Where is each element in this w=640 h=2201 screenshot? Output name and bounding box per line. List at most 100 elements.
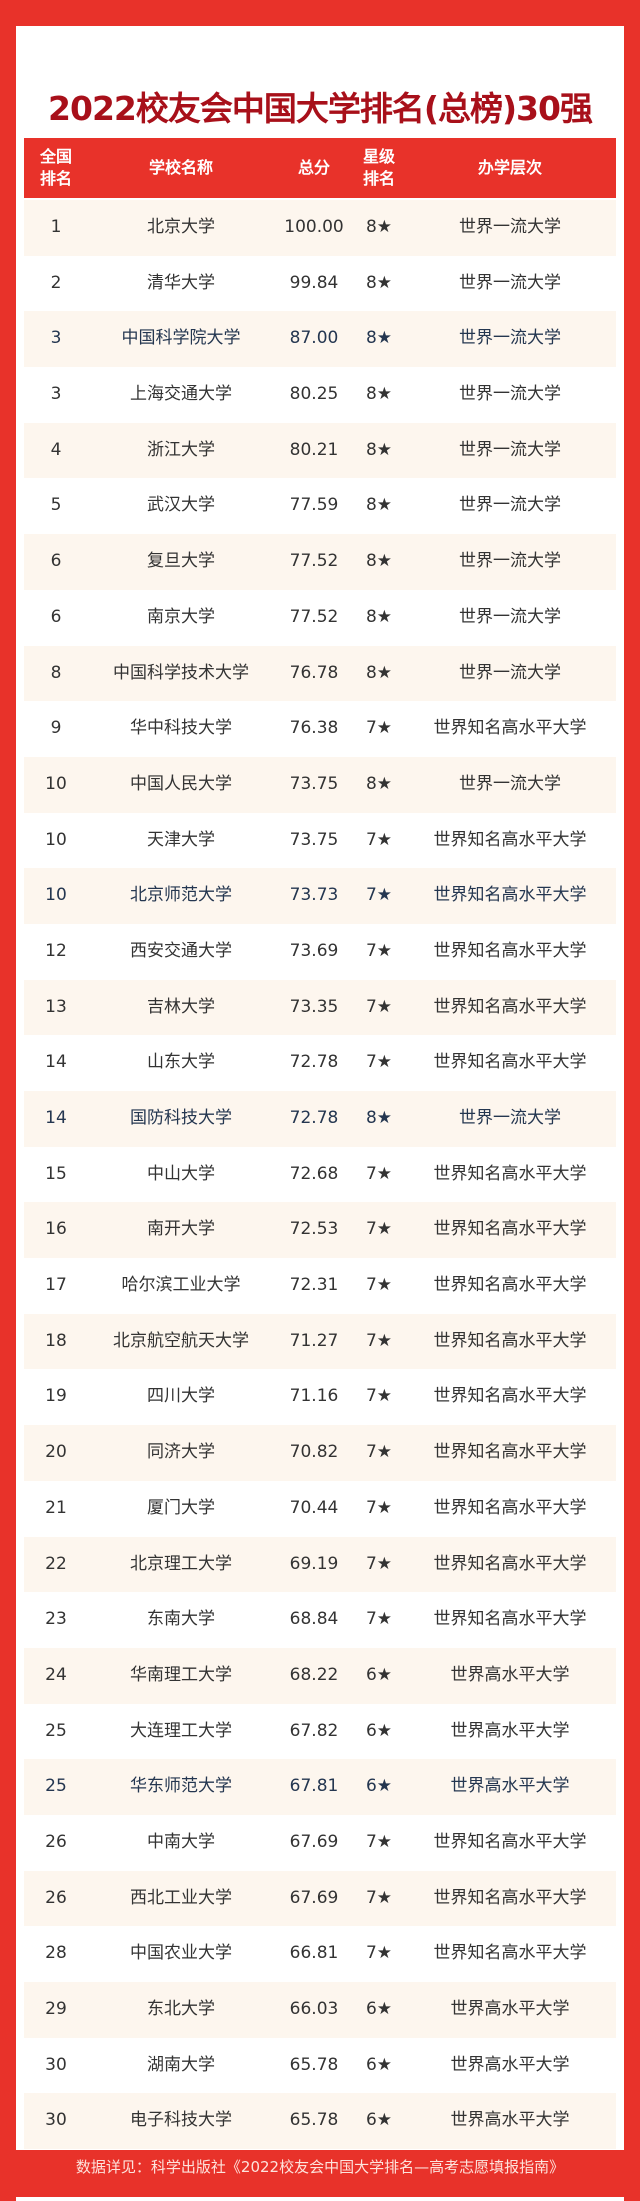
source-note: 数据详见：科学出版社《2022校友会中国大学排名—高考志愿填报指南》 bbox=[75, 2158, 565, 2176]
table-header: 全国 排名 学校名称 总分 星级 排名 办学层次 bbox=[24, 138, 616, 198]
table-row: 19 四川大学 71.16 7★ 世界知名高水平大学 bbox=[24, 1369, 616, 1425]
cell-star: 8★ bbox=[365, 773, 393, 794]
cell-rank: 6 bbox=[50, 551, 62, 572]
cell-rank: 12 bbox=[45, 940, 67, 961]
table-row: 17 哈尔滨工业大学 72.31 7★ 世界知名高水平大学 bbox=[24, 1258, 616, 1314]
cell-score: 65.78 bbox=[289, 2110, 339, 2131]
cell-star: 7★ bbox=[365, 1330, 393, 1351]
table-row: 8 中国科学技术大学 76.78 8★ 世界一流大学 bbox=[24, 645, 616, 702]
cell-score: 87.00 bbox=[289, 328, 339, 349]
cell-rank: 24 bbox=[45, 1664, 67, 1685]
cell-score: 72.78 bbox=[289, 1052, 339, 1073]
cell-star: 7★ bbox=[365, 1275, 393, 1296]
cell-score: 70.44 bbox=[289, 1497, 339, 1518]
table-row: 30 电子科技大学 65.78 6★ 世界高水平大学 bbox=[24, 2093, 616, 2150]
cell-level: 世界知名高水平大学 bbox=[433, 1275, 587, 1296]
cell-name: 电子科技大学 bbox=[130, 2110, 232, 2131]
cell-name: 中山大学 bbox=[147, 1163, 215, 1184]
cell-star: 6★ bbox=[365, 1776, 393, 1797]
cell-star: 8★ bbox=[365, 1108, 393, 1128]
table-row: 6 南京大学 77.52 8★ 世界一流大学 bbox=[24, 590, 616, 646]
cell-star: 7★ bbox=[365, 1052, 393, 1073]
table-row: 15 中山大学 72.68 7★ 世界知名高水平大学 bbox=[24, 1147, 616, 1203]
cell-score: 67.82 bbox=[289, 1720, 339, 1741]
cell-level: 世界知名高水平大学 bbox=[433, 1386, 587, 1407]
cell-star: 6★ bbox=[365, 1720, 393, 1741]
cell-level: 世界知名高水平大学 bbox=[433, 1442, 587, 1463]
cell-score: 80.25 bbox=[289, 384, 339, 405]
table-row: 30 湖南大学 65.78 6★ 世界高水平大学 bbox=[24, 2038, 616, 2094]
cell-rank: 25 bbox=[45, 1720, 67, 1741]
cell-score: 72.78 bbox=[289, 1108, 339, 1128]
cell-name: 吉林大学 bbox=[147, 996, 215, 1017]
table-row: 14 山东大学 72.78 7★ 世界知名高水平大学 bbox=[24, 1035, 616, 1091]
cell-star: 8★ bbox=[365, 217, 393, 237]
header-star-label: 星级 排名 bbox=[362, 147, 395, 188]
cell-name: 复旦大学 bbox=[147, 551, 215, 572]
cell-name: 中国科学技术大学 bbox=[113, 662, 249, 683]
header-level: 办学层次 bbox=[477, 158, 542, 177]
cell-score: 67.69 bbox=[289, 1831, 339, 1852]
table-row: 1 北京大学 100.00 8★ 世界一流大学 bbox=[24, 200, 616, 256]
cell-score: 71.27 bbox=[289, 1330, 339, 1351]
cell-rank: 19 bbox=[45, 1386, 67, 1407]
cell-level: 世界一流大学 bbox=[459, 217, 561, 237]
cell-level: 世界知名高水平大学 bbox=[433, 1219, 587, 1240]
cell-level: 世界一流大学 bbox=[459, 495, 561, 516]
cell-star: 8★ bbox=[365, 328, 393, 349]
cell-star: 8★ bbox=[365, 551, 393, 572]
cell-name: 湖南大学 bbox=[147, 2054, 215, 2075]
cell-score: 67.81 bbox=[289, 1776, 339, 1797]
cell-score: 72.68 bbox=[289, 1163, 339, 1184]
cell-rank: 6 bbox=[50, 606, 62, 627]
header-star: 星级 排名 bbox=[354, 138, 404, 198]
cell-rank: 8 bbox=[50, 662, 62, 683]
cell-level: 世界知名高水平大学 bbox=[433, 1943, 587, 1964]
cell-level: 世界知名高水平大学 bbox=[433, 1497, 587, 1518]
table-row: 23 东南大学 68.84 7★ 世界知名高水平大学 bbox=[24, 1592, 616, 1648]
cell-level: 世界一流大学 bbox=[459, 328, 561, 349]
table-row: 22 北京理工大学 69.19 7★ 世界知名高水平大学 bbox=[24, 1536, 616, 1593]
header-rank: 全国 排名 bbox=[24, 138, 88, 198]
cell-name: 北京师范大学 bbox=[130, 885, 232, 906]
cell-name: 南京大学 bbox=[147, 606, 215, 627]
cell-score: 100.00 bbox=[284, 217, 344, 237]
cell-name: 东北大学 bbox=[147, 1999, 215, 2019]
cell-rank: 14 bbox=[45, 1108, 67, 1128]
cell-rank: 9 bbox=[50, 718, 62, 739]
cell-level: 世界知名高水平大学 bbox=[433, 885, 587, 906]
ranking-panel: 2022校友会中国大学排名(总榜)30强 全国 排名 学校名称 总分 星级 排名… bbox=[16, 26, 624, 2150]
cell-name: 四川大学 bbox=[147, 1386, 215, 1407]
table-row: 26 西北工业大学 67.69 7★ 世界知名高水平大学 bbox=[24, 1870, 616, 1927]
cell-star: 7★ bbox=[365, 1386, 393, 1407]
cell-score: 76.78 bbox=[289, 662, 339, 683]
cell-level: 世界一流大学 bbox=[459, 773, 561, 794]
cell-rank: 15 bbox=[45, 1163, 67, 1184]
cell-level: 世界知名高水平大学 bbox=[433, 1052, 587, 1073]
cell-level: 世界一流大学 bbox=[459, 606, 561, 627]
cell-level: 世界一流大学 bbox=[459, 662, 561, 683]
cell-score: 77.52 bbox=[289, 606, 339, 627]
table-row: 29 东北大学 66.03 6★ 世界高水平大学 bbox=[24, 1982, 616, 2038]
cell-name: 哈尔滨工业大学 bbox=[121, 1275, 241, 1296]
table-row: 25 大连理工大学 67.82 6★ 世界高水平大学 bbox=[24, 1704, 616, 1760]
table-row: 21 厦门大学 70.44 7★ 世界知名高水平大学 bbox=[24, 1481, 616, 1537]
cell-level: 世界高水平大学 bbox=[450, 1720, 570, 1741]
cell-rank: 4 bbox=[50, 439, 62, 460]
cell-rank: 20 bbox=[45, 1442, 67, 1463]
table-row: 5 武汉大学 77.59 8★ 世界一流大学 bbox=[24, 478, 616, 534]
table-row: 24 华南理工大学 68.22 6★ 世界高水平大学 bbox=[24, 1647, 616, 1704]
cell-rank: 26 bbox=[45, 1831, 67, 1852]
cell-name: 国防科技大学 bbox=[130, 1108, 232, 1128]
cell-rank: 30 bbox=[45, 2110, 67, 2131]
cell-name: 西安交通大学 bbox=[130, 940, 232, 961]
cell-name: 北京大学 bbox=[147, 217, 215, 237]
cell-rank: 13 bbox=[45, 996, 67, 1017]
cell-rank: 2 bbox=[50, 272, 62, 293]
cell-level: 世界高水平大学 bbox=[450, 1664, 570, 1685]
table-row: 12 西安交通大学 73.69 7★ 世界知名高水平大学 bbox=[24, 924, 616, 980]
cell-score: 66.03 bbox=[289, 1999, 339, 2019]
cell-name: 中国农业大学 bbox=[130, 1943, 232, 1964]
cell-star: 7★ bbox=[365, 829, 393, 850]
cell-star: 8★ bbox=[365, 384, 393, 405]
